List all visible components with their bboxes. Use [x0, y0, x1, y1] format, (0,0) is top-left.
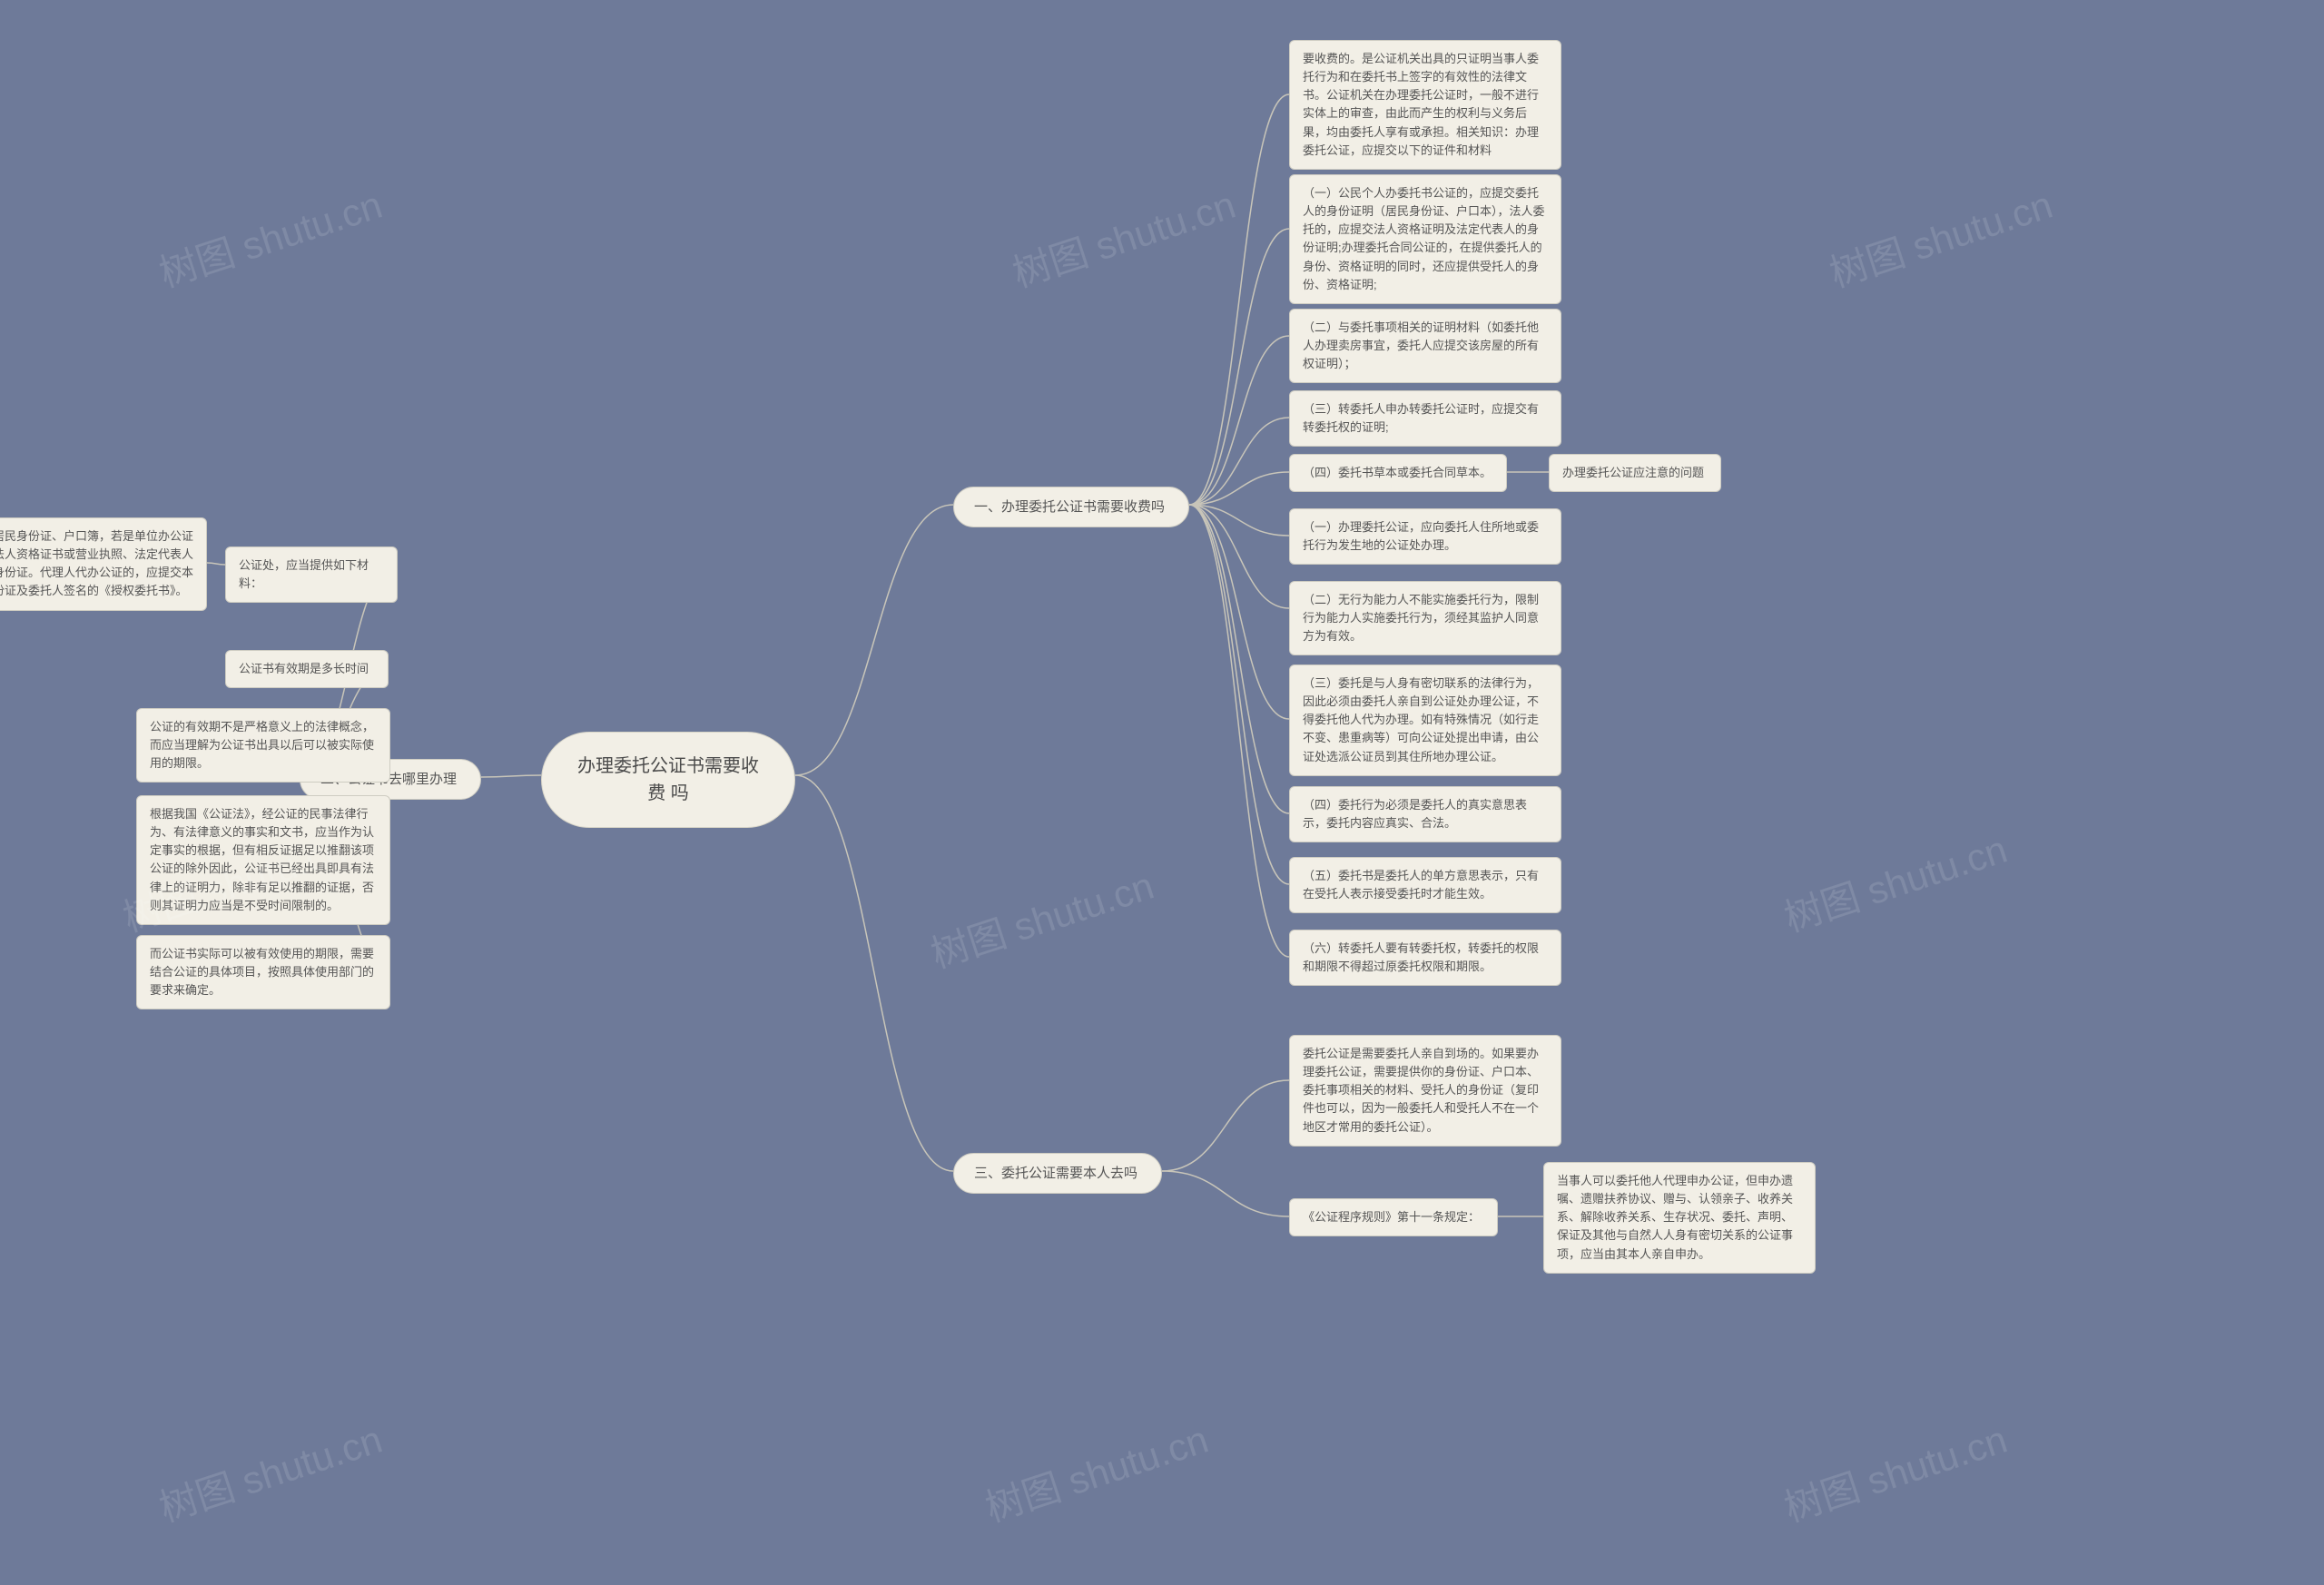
leaf-node[interactable]: 应提供居民身份证、户口簿，若是单位办公证应提供法人资格证书或营业执照、法定代表人…: [0, 517, 207, 611]
leaf-node[interactable]: （一）办理委托公证，应向委托人住所地或委托行为发生地的公证处办理。: [1289, 508, 1561, 565]
leaf-node[interactable]: （三）委托是与人身有密切联系的法律行为，因此必须由委托人亲自到公证处办理公证，不…: [1289, 665, 1561, 776]
leaf-node[interactable]: 公证书有效期是多长时间: [225, 650, 389, 688]
branch-node[interactable]: 一、办理委托公证书需要收费吗: [953, 487, 1189, 527]
leaf-node[interactable]: （二）与委托事项相关的证明材料（如委托他人办理卖房事宜，委托人应提交该房屋的所有…: [1289, 309, 1561, 383]
branch-node[interactable]: 三、委托公证需要本人去吗: [953, 1153, 1162, 1194]
watermark: 树图 shutu.cn: [1777, 1409, 2014, 1533]
leaf-node[interactable]: （五）委托书是委托人的单方意思表示，只有在受托人表示接受委托时才能生效。: [1289, 857, 1561, 913]
watermark: 树图 shutu.cn: [152, 1409, 389, 1533]
leaf-node[interactable]: 办理委托公证应注意的问题: [1549, 454, 1721, 492]
leaf-node[interactable]: （三）转委托人申办转委托公证时，应提交有转委托权的证明;: [1289, 390, 1561, 447]
center-node[interactable]: 办理委托公证书需要收费 吗: [541, 732, 795, 828]
leaf-node[interactable]: 要收费的。是公证机关出具的只证明当事人委托行为和在委托书上签字的有效性的法律文书…: [1289, 40, 1561, 170]
leaf-node[interactable]: （二）无行为能力人不能实施委托行为，限制行为能力人实施委托行为，须经其监护人同意…: [1289, 581, 1561, 655]
leaf-node[interactable]: 《公证程序规则》第十一条规定：: [1289, 1198, 1498, 1236]
leaf-node[interactable]: （一）公民个人办委托书公证的，应提交委托人的身份证明（居民身份证、户口本），法人…: [1289, 174, 1561, 304]
leaf-node[interactable]: （六）转委托人要有转委托权，转委托的权限和期限不得超过原委托权限和期限。: [1289, 930, 1561, 986]
watermark: 树图 shutu.cn: [1777, 819, 2014, 943]
leaf-node[interactable]: 委托公证是需要委托人亲自到场的。如果要办理委托公证，需要提供你的身份证、户口本、…: [1289, 1035, 1561, 1147]
leaf-node[interactable]: （四）委托书草本或委托合同草本。: [1289, 454, 1507, 492]
watermark: 树图 shutu.cn: [923, 855, 1160, 980]
leaf-node[interactable]: 当事人可以委托他人代理申办公证，但申办遗嘱、遗赠扶养协议、赠与、认领亲子、收养关…: [1543, 1162, 1816, 1274]
leaf-node[interactable]: 而公证书实际可以被有效使用的期限，需要结合公证的具体项目，按照具体使用部门的要求…: [136, 935, 390, 1009]
watermark: 树图 shutu.cn: [1822, 174, 2059, 299]
leaf-node[interactable]: （四）委托行为必须是委托人的真实意思表示，委托内容应真实、合法。: [1289, 786, 1561, 842]
watermark: 树图 shutu.cn: [152, 174, 389, 299]
leaf-node[interactable]: 公证的有效期不是严格意义上的法律概念，而应当理解为公证书出具以后可以被实际使用的…: [136, 708, 390, 783]
watermark: 树图 shutu.cn: [978, 1409, 1215, 1533]
watermark: 树图 shutu.cn: [1005, 174, 1242, 299]
leaf-node[interactable]: 公证处，应当提供如下材料：: [225, 546, 398, 603]
leaf-node[interactable]: 根据我国《公证法》，经公证的民事法律行为、有法律意义的事实和文书，应当作为认定事…: [136, 795, 390, 925]
